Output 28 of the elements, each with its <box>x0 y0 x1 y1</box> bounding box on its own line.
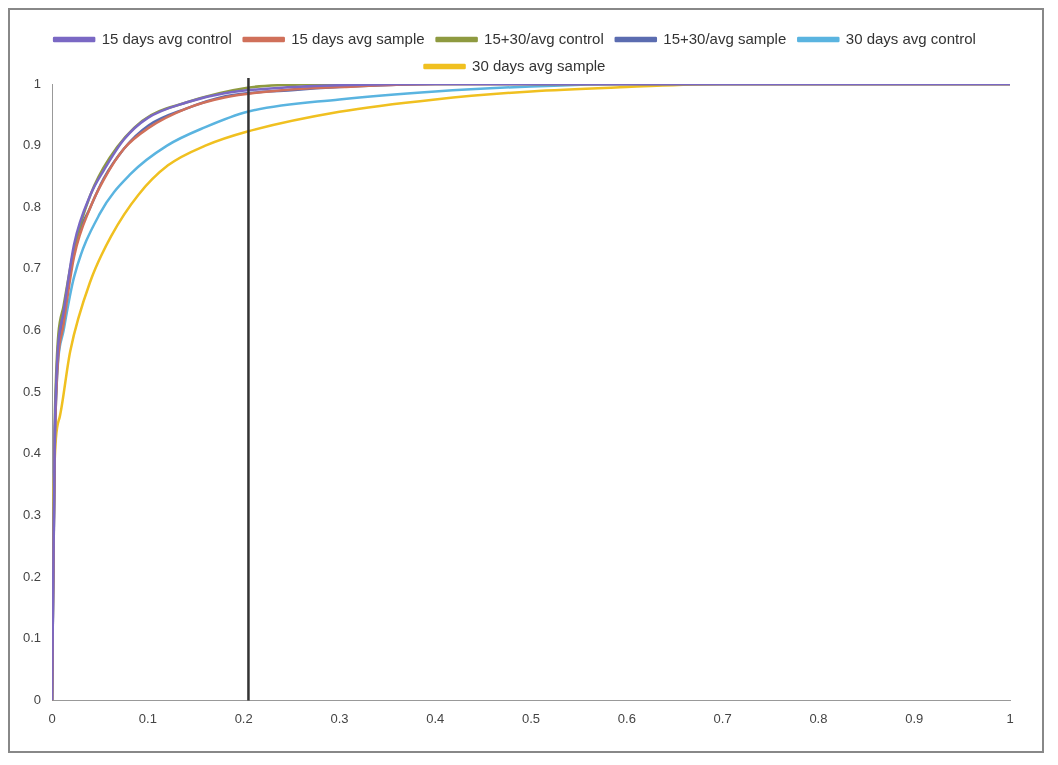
x-tick-label: 0.9 <box>905 710 924 726</box>
legend-label: 15 days avg sample <box>291 29 425 47</box>
y-tick-label: 0.5 <box>22 383 42 399</box>
y-tick-label: 0.2 <box>22 568 42 584</box>
x-tick-label: 1 <box>1006 710 1014 726</box>
x-tick-label: 0.8 <box>809 710 828 726</box>
legend-label: 30 days avg control <box>845 29 976 47</box>
legend-label: 15+30/avg sample <box>663 29 787 47</box>
y-tick-label: 0.9 <box>22 137 42 153</box>
y-tick-label: 0 <box>33 691 42 707</box>
y-tick-label: 1 <box>33 75 42 91</box>
y-tick-label: 0.7 <box>22 260 42 276</box>
x-tick-label: 0.5 <box>522 710 541 726</box>
x-tick-label: 0.3 <box>330 710 349 726</box>
y-tick-label: 0.3 <box>22 507 42 523</box>
x-tick-label: 0.7 <box>713 710 732 726</box>
x-tick-label: 0.2 <box>234 710 253 726</box>
legend-label: 15 days avg control <box>101 29 232 47</box>
y-tick-label: 0.8 <box>22 198 42 214</box>
x-tick-label: 0 <box>48 710 56 726</box>
legend-label: 15+30/avg control <box>484 29 604 47</box>
y-tick-label: 0.1 <box>22 630 42 646</box>
legend-label: 30 days avg sample <box>472 56 606 74</box>
x-tick-label: 0.4 <box>426 710 445 726</box>
y-tick-label: 0.6 <box>22 322 42 338</box>
x-tick-label: 0.1 <box>138 710 157 726</box>
x-tick-label: 0.6 <box>617 710 636 726</box>
y-tick-label: 0.4 <box>22 445 42 461</box>
